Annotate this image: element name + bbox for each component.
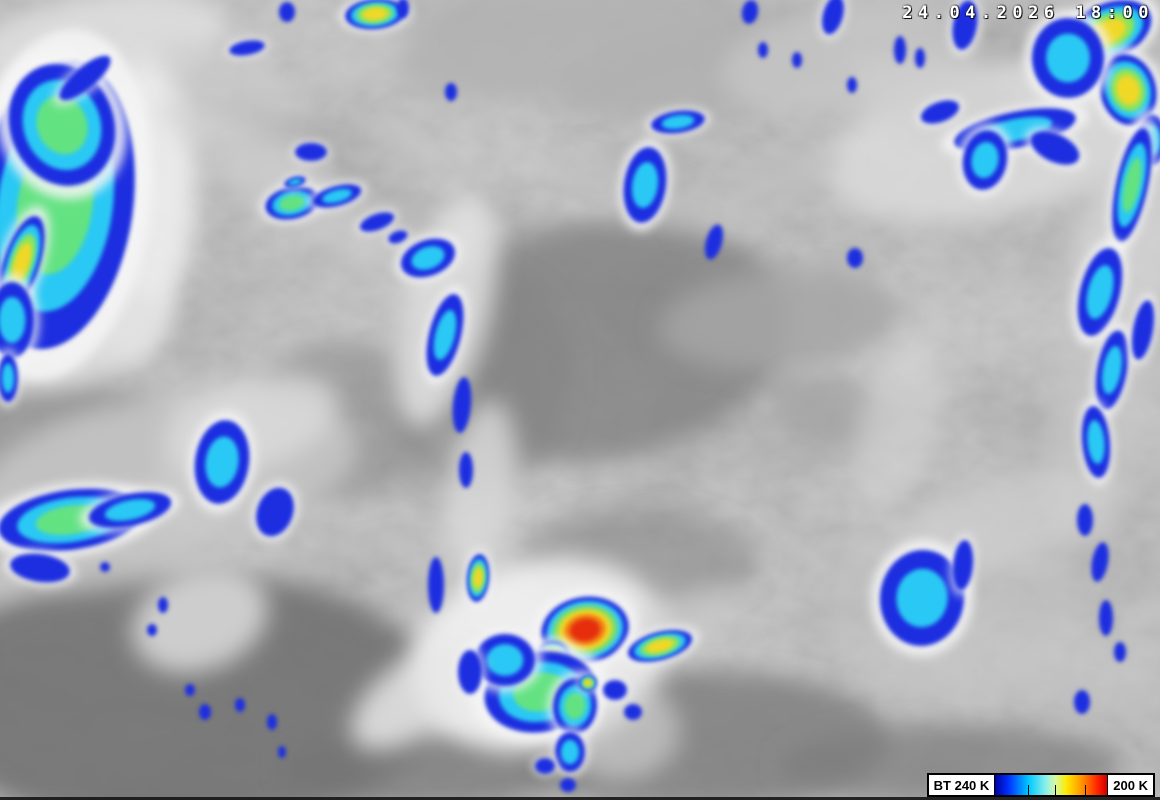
cloud-mass bbox=[1001, 642, 1160, 718]
colorbar-tick bbox=[1054, 785, 1056, 795]
cold-cloud-cell bbox=[295, 143, 327, 161]
cloud-mass bbox=[350, 639, 490, 751]
cold-cloud-cell bbox=[59, 55, 111, 101]
cold-cloud-cell bbox=[603, 680, 627, 700]
cold-cloud-cell bbox=[560, 739, 580, 765]
cold-cloud-cell bbox=[971, 141, 999, 179]
colorbar-gradient bbox=[994, 775, 1109, 795]
cold-cloud-cell bbox=[322, 188, 352, 204]
cold-cloud-cell bbox=[704, 224, 724, 260]
colorbar-tick bbox=[1027, 785, 1029, 795]
cold-cloud-cell bbox=[1102, 345, 1122, 395]
cold-cloud-cell bbox=[158, 597, 168, 613]
cloud-mass bbox=[132, 567, 268, 673]
cold-cloud-cell bbox=[267, 714, 277, 730]
cold-cloud-cell bbox=[229, 40, 265, 56]
cold-cloud-cell bbox=[741, 0, 759, 24]
cold-cloud-cell bbox=[661, 114, 695, 130]
cold-cloud-cell bbox=[584, 679, 592, 687]
cold-cloud-cell bbox=[359, 212, 395, 232]
cold-cloud-cell bbox=[758, 42, 768, 58]
cold-cloud-cell bbox=[894, 36, 906, 64]
cold-cloud-cell bbox=[235, 698, 245, 712]
cold-cloud-cell bbox=[1086, 265, 1114, 319]
cold-cloud-cell bbox=[920, 100, 960, 124]
cold-cloud-cell bbox=[1116, 75, 1140, 105]
cloud-mass bbox=[854, 332, 946, 508]
cold-cloud-cell bbox=[1046, 33, 1090, 83]
cold-cloud-cell bbox=[1074, 690, 1090, 714]
cold-cloud-cell bbox=[205, 436, 239, 488]
cold-cloud-cell bbox=[185, 684, 195, 696]
cold-cloud-cell bbox=[486, 644, 524, 676]
cold-cloud-cell bbox=[433, 310, 457, 360]
cold-cloud-cell bbox=[388, 230, 408, 244]
cold-cloud-cell bbox=[397, 0, 409, 18]
cold-cloud-cell bbox=[147, 624, 157, 636]
cloud-mass bbox=[660, 269, 900, 371]
cold-cloud-cell bbox=[535, 758, 555, 774]
cold-cloud-cell bbox=[624, 704, 642, 720]
cold-cloud-cell bbox=[896, 568, 948, 628]
cold-cloud-cell bbox=[1087, 420, 1105, 464]
cold-cloud-cell bbox=[1, 363, 15, 393]
cloud-mass bbox=[443, 400, 517, 580]
cloud-mass bbox=[306, 23, 414, 97]
cold-cloud-cell bbox=[445, 83, 457, 101]
cold-cloud-cell bbox=[822, 0, 844, 35]
cold-cloud-cell bbox=[100, 562, 110, 572]
cold-cloud-cell bbox=[631, 161, 659, 209]
cold-cloud-cell bbox=[1077, 504, 1093, 536]
cold-cloud-cell bbox=[458, 650, 482, 694]
cold-cloud-cell bbox=[1122, 157, 1142, 213]
cold-cloud-cell bbox=[12, 242, 32, 282]
cold-cloud-cell bbox=[1030, 131, 1080, 165]
cold-cloud-cell bbox=[428, 557, 444, 613]
cold-cloud-cell bbox=[473, 568, 483, 588]
cold-cloud-cell bbox=[569, 618, 601, 642]
cloud-mass bbox=[210, 157, 430, 273]
cold-cloud-cell bbox=[952, 0, 978, 50]
colorbar-start-label: BT 240 K bbox=[928, 775, 995, 795]
cold-cloud-cell bbox=[1091, 542, 1109, 582]
cold-cloud-cell bbox=[288, 178, 302, 186]
cloud-mass bbox=[372, 108, 468, 192]
cold-cloud-cell bbox=[278, 746, 286, 758]
cold-cloud-cell bbox=[1131, 300, 1155, 360]
cold-cloud-cell bbox=[10, 553, 70, 583]
cold-cloud-cell bbox=[1114, 642, 1126, 662]
cloud-mass bbox=[154, 40, 306, 120]
cold-cloud-cell bbox=[0, 296, 26, 344]
cold-cloud-cell bbox=[646, 639, 674, 653]
cold-cloud-cell bbox=[847, 77, 857, 93]
cold-cloud-cell bbox=[792, 52, 802, 68]
cold-cloud-cell bbox=[952, 540, 974, 590]
cold-cloud-cell bbox=[452, 377, 472, 433]
cold-cloud-cell bbox=[199, 704, 211, 720]
cold-cloud-cell bbox=[411, 246, 445, 270]
cold-cloud-cell bbox=[279, 2, 295, 22]
cold-cloud-cell bbox=[915, 48, 925, 68]
timestamp-overlay: 24.04.2026 18:00 bbox=[902, 3, 1154, 23]
cloud-mass bbox=[677, 143, 843, 237]
cold-cloud-cell bbox=[256, 487, 294, 537]
cold-cloud-cell bbox=[459, 452, 473, 488]
image-bottom-edge bbox=[0, 797, 1160, 800]
cold-cloud-cell bbox=[362, 7, 388, 21]
cold-cloud-cell bbox=[847, 248, 863, 268]
cold-cloud-cell bbox=[564, 692, 586, 720]
cold-cloud-cell bbox=[1099, 600, 1113, 636]
colorbar-end-label: 200 K bbox=[1108, 775, 1153, 795]
cold-cloud-cell bbox=[36, 95, 88, 155]
colorbar-legend: BT 240 K 200 K bbox=[926, 773, 1155, 797]
colorbar-tick bbox=[1084, 785, 1086, 795]
cold-cloud-cell bbox=[104, 499, 156, 521]
cold-cloud-cell bbox=[560, 778, 576, 792]
cold-cloud-cell bbox=[279, 195, 305, 211]
